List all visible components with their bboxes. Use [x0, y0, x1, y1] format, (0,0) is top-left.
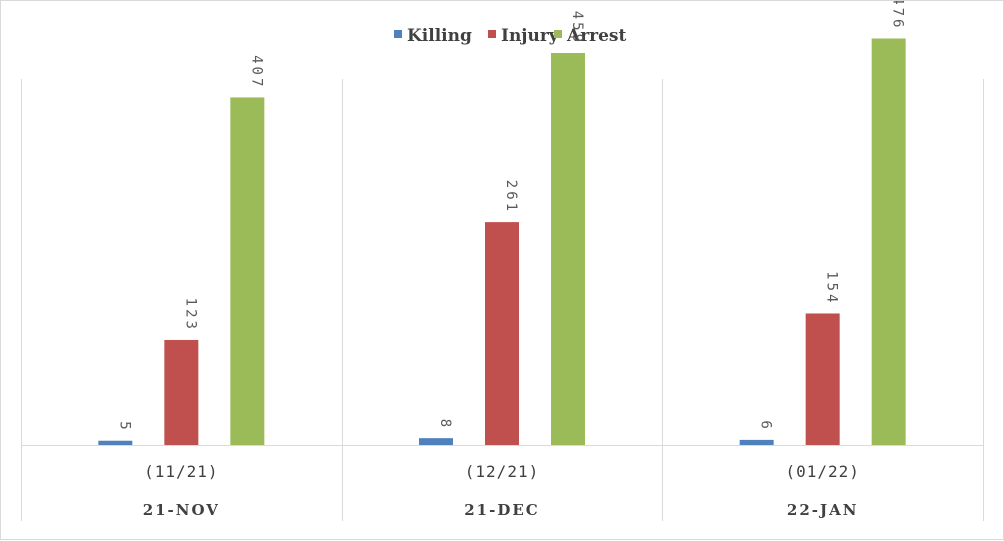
- category-label: 21-DEC: [464, 501, 539, 519]
- data-label-killing-21-dec: 8: [437, 419, 453, 430]
- bars: [98, 38, 906, 445]
- bar-killing-22-jan: [739, 439, 774, 445]
- legend: Killing Injury Arrest: [394, 26, 626, 46]
- legend-item-arrest: Arrest: [554, 26, 626, 46]
- category-sublabel: (11/21): [144, 462, 218, 481]
- bar-arrest-21-dec: [551, 53, 585, 445]
- data-label-arrest-21-dec: 459: [569, 11, 585, 45]
- legend-swatch-arrest: [554, 30, 562, 38]
- category-separators: [21, 79, 984, 521]
- bar-arrest-21-nov: [230, 97, 265, 445]
- data-label-arrest-21-nov: 407: [248, 55, 264, 89]
- legend-label-killing: Killing: [407, 26, 472, 46]
- bar-arrest-22-jan: [871, 38, 906, 445]
- legend-item-killing: Killing: [394, 26, 472, 46]
- category-label: 21-NOV: [143, 501, 220, 519]
- data-label-arrest-22-jan: 476: [890, 1, 906, 30]
- data-label-injury-22-jan: 154: [824, 271, 840, 305]
- bar-killing-21-dec: [419, 438, 453, 445]
- category-labels: (11/21) 21-NOV (12/21) 21-DEC (01/22) 22-JAN: [143, 462, 859, 519]
- bar-killing-21-nov: [98, 440, 133, 445]
- bar-injury-22-jan: [805, 313, 840, 445]
- category-sublabel: (01/22): [785, 462, 859, 481]
- data-label-injury-21-dec: 261: [503, 180, 519, 214]
- legend-swatch-injury: [488, 30, 496, 38]
- bar-injury-21-nov: [164, 339, 199, 445]
- legend-item-injury: Injury: [488, 26, 560, 46]
- legend-label-injury: Injury: [501, 26, 560, 46]
- data-label-injury-21-nov: 123: [182, 298, 198, 332]
- legend-swatch-killing: [394, 30, 402, 38]
- data-label-killing-21-nov: 5: [116, 421, 132, 432]
- data-label-killing-22-jan: 6: [758, 420, 774, 431]
- legend-label-arrest: Arrest: [566, 26, 626, 46]
- category-label: 22-JAN: [787, 501, 859, 519]
- category-sublabel: (12/21): [465, 462, 539, 481]
- bar-injury-21-dec: [485, 222, 519, 445]
- data-labels: 5 123 407 8 261 459 6 154 476: [116, 1, 905, 433]
